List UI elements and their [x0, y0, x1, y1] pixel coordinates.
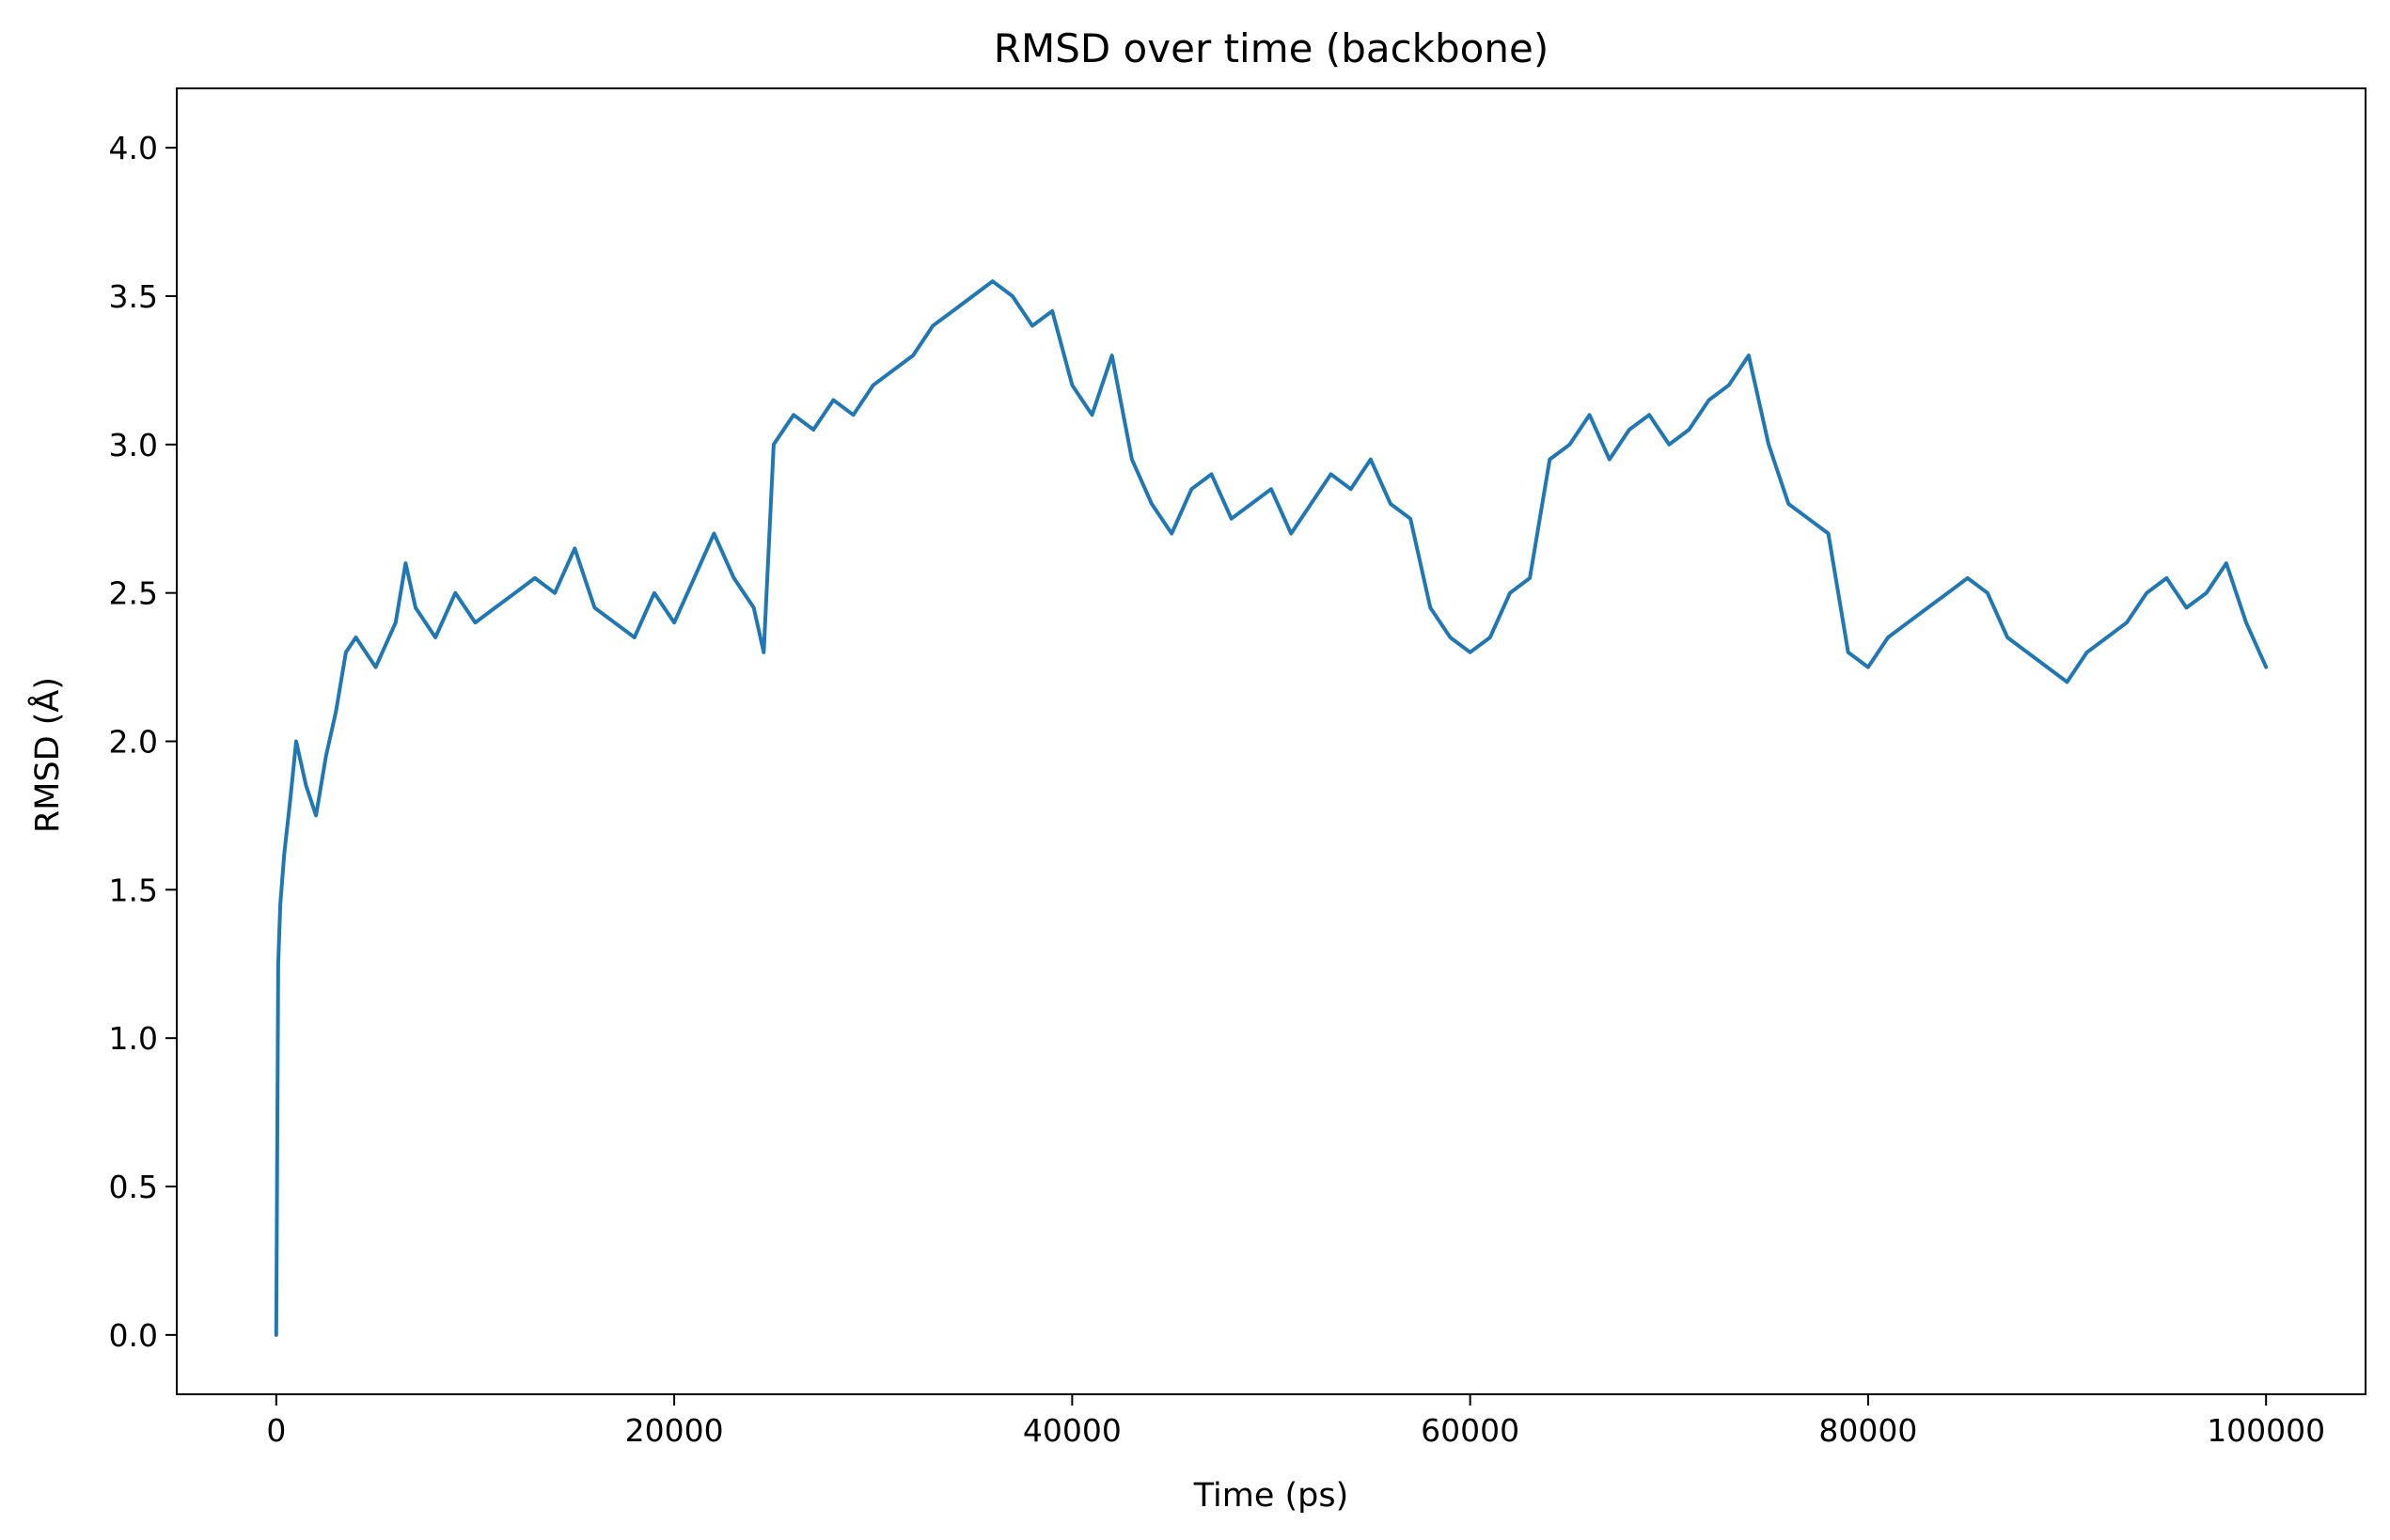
y-tick-label: 3.0 [109, 427, 158, 464]
y-axis-label: RMSD (Å) [26, 677, 67, 833]
chart-title: RMSD over time (backbone) [994, 25, 1549, 71]
y-tick-label: 1.0 [109, 1020, 158, 1057]
x-tick-label: 0 [266, 1412, 286, 1449]
x-tick-label: 60000 [1421, 1412, 1519, 1449]
y-tick-label: 3.5 [109, 278, 158, 315]
x-axis-label: Time (ps) [1193, 1477, 1349, 1515]
x-axis: 0 20000 40000 60000 80000 100000 [266, 1394, 2325, 1449]
plot-area [274, 279, 2269, 1337]
x-tick-label: 20000 [625, 1412, 724, 1449]
x-tick-label: 40000 [1023, 1412, 1122, 1449]
y-tick-label: 4.0 [109, 130, 158, 166]
y-tick-label: 2.5 [109, 575, 158, 612]
y-axis: 0.0 0.5 1.0 1.5 2.0 2.5 3.0 3.5 4.0 [109, 130, 177, 1354]
y-tick-label: 1.5 [109, 872, 158, 908]
y-tick-label: 0.0 [109, 1317, 158, 1354]
y-tick-label: 2.0 [109, 724, 158, 761]
plot-frame [176, 87, 2366, 1395]
y-tick-label: 0.5 [109, 1169, 158, 1205]
x-tick-label: 80000 [1818, 1412, 1917, 1449]
x-tick-label: 100000 [2207, 1412, 2325, 1449]
rmsd-series-line [274, 279, 2269, 1337]
